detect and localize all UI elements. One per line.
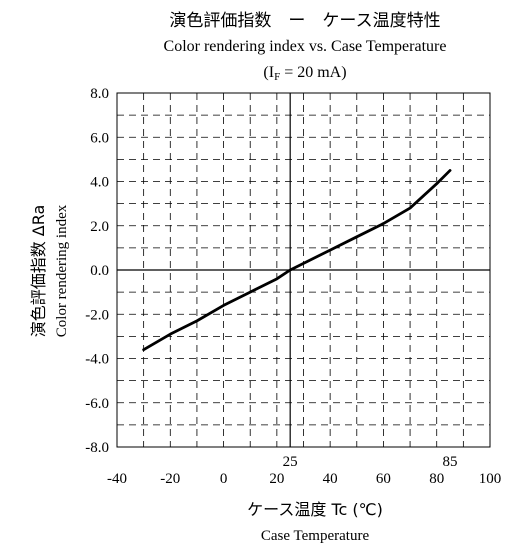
plot-frame xyxy=(116,92,491,448)
x-tick-label: 100 xyxy=(479,471,502,487)
grid-minor xyxy=(143,93,464,447)
condition-rest: = 20 mA) xyxy=(280,64,346,81)
y-tick-label: -8.0 xyxy=(85,440,109,456)
x-axis-label-en: Case Temperature xyxy=(261,528,370,544)
x-tick-label: 0 xyxy=(220,471,228,487)
condition-open: (I xyxy=(263,64,274,81)
y-tick-label: 2.0 xyxy=(90,219,109,235)
x-tick-label: 40 xyxy=(323,471,338,487)
x-extra-labels: 25 85 xyxy=(283,454,458,470)
extra-x-label: 85 xyxy=(443,454,458,470)
y-tick-label: 8.0 xyxy=(90,86,109,102)
y-axis-label-jp: 演色評価指数 ΔRa xyxy=(29,205,48,338)
x-tick-label: 60 xyxy=(376,471,391,487)
x-tick-label: -20 xyxy=(160,471,180,487)
y-axis-label-en: Color rendering index xyxy=(54,204,70,337)
y-tick-label: -4.0 xyxy=(85,352,109,368)
y-tick-label: -2.0 xyxy=(85,307,109,323)
chart-condition: (IF = 20 mA) xyxy=(263,64,346,83)
chart-title-en: Color rendering index vs. Case Temperatu… xyxy=(164,38,447,55)
chart-title-jp: 演色評価指数 ー ケース温度特性 xyxy=(169,11,440,31)
y-tick-label: 4.0 xyxy=(90,175,109,191)
x-tick-label: 20 xyxy=(269,471,284,487)
y-tick-label: -6.0 xyxy=(85,396,109,412)
y-tick-label: 6.0 xyxy=(90,130,109,146)
condition-sub: F xyxy=(274,71,280,83)
x-tick-label: 80 xyxy=(429,471,444,487)
reference-x-label: 25 xyxy=(283,454,298,470)
series-line-0 xyxy=(142,169,452,352)
y-tick-label: 0.0 xyxy=(90,263,109,279)
series-group xyxy=(142,169,452,352)
grid-major xyxy=(117,114,490,426)
y-tick-labels: -8.0 -6.0 -4.0 -2.0 0.0 2.0 4.0 6.0 8.0 xyxy=(85,86,109,456)
x-tick-label: -40 xyxy=(107,471,127,487)
x-axis-label-jp: ケース温度 Tc (℃) xyxy=(247,500,383,519)
x-tick-labels: -40 -20 0 20 40 60 80 100 xyxy=(107,471,501,487)
